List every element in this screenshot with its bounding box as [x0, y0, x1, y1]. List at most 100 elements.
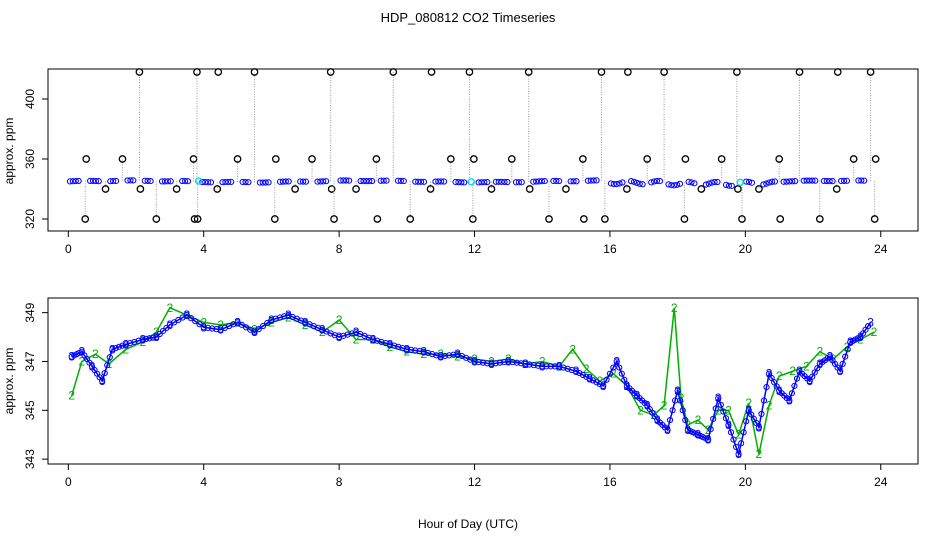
- series-marker-2: 2: [569, 342, 576, 356]
- level-point: [204, 324, 212, 332]
- level-point: [505, 358, 512, 365]
- ambient-highlight-point: [467, 178, 475, 186]
- calibration-point: [597, 68, 606, 76]
- series-marker-3: 3: [745, 403, 752, 417]
- top-y-tick-label: 320: [23, 209, 37, 229]
- ambient-point: [674, 181, 681, 188]
- calibration-point: [330, 215, 338, 223]
- calibration-point: [795, 68, 804, 76]
- ambient-point: [610, 181, 617, 188]
- level-point: [471, 358, 478, 365]
- series-marker-2: 2: [336, 313, 343, 327]
- ambient-point: [127, 177, 134, 184]
- top-y-tick-label: 400: [23, 89, 37, 109]
- ambient-point: [141, 177, 148, 184]
- series-marker-2: 2: [671, 301, 678, 315]
- ambient-point: [619, 179, 626, 186]
- level-point: [722, 415, 729, 422]
- series-marker-3: 3: [471, 354, 478, 368]
- series-marker-3: 3: [586, 372, 593, 386]
- level-point: [213, 326, 220, 333]
- level-point: [268, 316, 275, 324]
- ambient-point: [380, 177, 387, 184]
- axis-ticks-bottom: 0 4 8 12 16 20 24 343 345 347 349: [23, 302, 888, 489]
- series-marker-3: 3: [725, 418, 732, 432]
- series-marker-2: 2: [756, 447, 763, 461]
- top-x-tick-label: 0: [65, 242, 72, 256]
- ambient-point: [538, 178, 546, 185]
- level-point: [547, 363, 554, 370]
- level-point: [669, 407, 676, 414]
- series-marker-3: 3: [796, 364, 803, 378]
- calibration-point: [426, 185, 435, 193]
- ambient-point: [671, 182, 678, 189]
- series-marker-3: 3: [167, 318, 174, 332]
- ambient-point: [535, 178, 543, 185]
- calibration-point: [849, 155, 858, 163]
- series-marker-3: 3: [234, 315, 241, 329]
- level-point: [526, 361, 533, 368]
- ambient-point: [259, 179, 266, 186]
- level-point: [115, 343, 123, 350]
- series-marker-3: 3: [285, 308, 292, 322]
- level-point: [344, 331, 351, 338]
- series-marker-2: 2: [79, 354, 86, 368]
- level-point: [395, 343, 402, 350]
- ambient-point: [144, 177, 151, 185]
- calibration-point: [250, 68, 259, 76]
- series-marker-3: 3: [268, 313, 275, 327]
- series-marker-3: 3: [634, 389, 641, 403]
- level-point: [727, 429, 735, 436]
- series-marker-3: 3: [827, 350, 834, 364]
- top-x-tick-label: 4: [200, 242, 207, 256]
- ambient-point: [518, 179, 525, 186]
- calibration-point: [733, 68, 741, 76]
- calibration-point: [468, 215, 477, 223]
- level-point: [146, 335, 153, 342]
- ambient-point: [714, 178, 721, 186]
- ambient-point: [369, 177, 376, 185]
- ambient-point: [458, 179, 465, 186]
- series-marker-2: 2: [725, 403, 732, 417]
- calibration-point: [776, 215, 785, 223]
- series-marker-2: 2: [637, 403, 644, 417]
- bottom-x-tick-label: 4: [200, 475, 207, 489]
- series-marker-3: 3: [183, 308, 190, 322]
- y-axis-label-top: approx. ppm: [2, 118, 16, 185]
- ambient-point: [593, 177, 600, 184]
- ambient-point: [855, 177, 862, 184]
- ambient-point: [530, 178, 537, 185]
- ambient-point: [780, 178, 787, 185]
- level-point: [183, 311, 190, 319]
- level-point: [163, 324, 170, 332]
- series-marker-3: 3: [319, 323, 326, 337]
- ambient-point: [823, 177, 830, 185]
- ambient-point: [861, 177, 868, 184]
- series-marker-2: 2: [610, 367, 617, 381]
- series-marker-3: 3: [654, 413, 661, 427]
- level-point: [664, 426, 671, 433]
- ambient-point: [317, 178, 324, 185]
- series-marker-3: 3: [217, 323, 224, 337]
- series-marker-3: 3: [644, 398, 651, 412]
- calibration-point: [579, 155, 587, 163]
- ambient-point: [553, 177, 560, 185]
- level-point: [488, 360, 495, 368]
- ambient-point: [478, 179, 485, 186]
- ambient-point: [685, 178, 692, 185]
- calibration-point: [308, 155, 316, 163]
- level-point: [603, 376, 610, 383]
- ambient-point: [107, 178, 114, 185]
- bottom-y-tick-label: 343: [23, 449, 37, 469]
- calibration-point: [193, 68, 201, 76]
- series-marker-3: 3: [715, 391, 722, 405]
- ambient-point: [179, 177, 186, 185]
- level-point: [534, 362, 542, 369]
- level-point: [496, 359, 504, 366]
- level-point: [583, 373, 590, 380]
- ambient-point: [245, 179, 252, 186]
- level-point: [340, 332, 347, 339]
- ambient-point: [705, 180, 712, 187]
